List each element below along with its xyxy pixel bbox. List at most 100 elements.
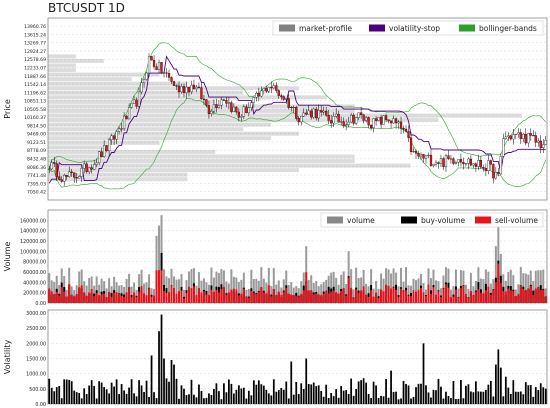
candle-body — [522, 133, 525, 139]
volume-bar — [143, 283, 146, 303]
volatility-bar — [529, 385, 532, 404]
volatility-bar — [427, 392, 430, 404]
candle-body — [524, 133, 527, 144]
volatility-bar — [163, 358, 165, 404]
candle-body — [250, 102, 253, 108]
volatility-bar — [178, 398, 180, 404]
volatility-bar — [477, 391, 480, 404]
sell-volume-bar — [265, 293, 268, 303]
volume-bar — [98, 284, 101, 303]
volume-bar — [472, 286, 475, 303]
volatility-bar — [544, 388, 547, 404]
candle-body — [414, 151, 418, 154]
volatility-bar — [247, 390, 250, 404]
candle-body — [48, 168, 51, 170]
volatility-bar — [387, 397, 390, 404]
candle-body — [402, 128, 405, 130]
sell-volume-bar — [113, 292, 116, 303]
candle-body — [295, 106, 298, 119]
volatility-bar — [200, 390, 203, 404]
sell-volume-bar — [95, 292, 98, 303]
volatility-bar — [489, 380, 492, 404]
candle-body — [419, 154, 423, 157]
candle-body — [73, 172, 76, 178]
volatility-bar — [90, 380, 93, 404]
volatility-bar — [347, 393, 350, 404]
y-tick-label: 10851.13 — [24, 99, 46, 105]
sell-volume-bar — [380, 289, 383, 303]
sell-volume-bar — [397, 297, 400, 303]
candle-body — [93, 164, 96, 170]
sell-volume-bar — [235, 289, 238, 303]
sell-volume-bar — [317, 294, 320, 303]
candle-body — [75, 177, 78, 179]
buy-volume-legend-label: buy-volume — [421, 216, 465, 225]
sell-volume-bar — [88, 292, 91, 303]
volatility-bar — [457, 398, 460, 404]
market-profile-bar — [48, 58, 104, 63]
candle-body — [137, 91, 141, 107]
candle-body — [200, 87, 203, 100]
sell-volume-bar — [55, 292, 58, 303]
y-tick-label: 9123.51 — [27, 140, 46, 146]
volume-bars — [48, 215, 547, 303]
market-profile-bar — [48, 122, 272, 127]
volatility-bar — [103, 387, 106, 404]
candle-body — [225, 100, 228, 104]
candle-body — [527, 133, 530, 144]
candle-body — [90, 167, 93, 170]
volume-bar — [407, 285, 410, 303]
sell-volume-bar — [315, 293, 318, 303]
candle-body — [110, 135, 113, 140]
volume-bar — [544, 288, 547, 303]
sell-volume-bar — [123, 296, 126, 303]
volatility-bar — [524, 382, 527, 404]
market-profile-bar — [48, 77, 132, 82]
volatility-bar — [180, 385, 183, 404]
candle-body — [377, 116, 380, 121]
sell-volume-bar — [155, 270, 158, 303]
volatility-bar — [405, 383, 407, 404]
sell-volume-bar — [442, 288, 445, 303]
volume-bar — [48, 273, 51, 303]
sell-volume-bar — [342, 288, 345, 303]
sell-volume-bar — [145, 295, 148, 303]
sell-volume-bar — [514, 295, 517, 303]
sell-volume-bar — [187, 286, 190, 303]
sell-volume-bar — [267, 285, 270, 303]
candle-body — [262, 88, 265, 92]
candle-body — [70, 171, 73, 173]
volume-bar — [454, 269, 457, 303]
candle-body — [317, 110, 320, 119]
sell-volume-bar — [355, 289, 358, 303]
candle-body — [205, 99, 208, 106]
volatility-bar — [482, 391, 485, 404]
sell-volume-bar — [200, 292, 203, 303]
market-profile-bar — [48, 72, 160, 77]
volume-bar — [469, 272, 472, 303]
candle-body — [115, 131, 118, 140]
candle-body — [132, 99, 136, 104]
volume-bar — [265, 282, 268, 303]
volume-bar — [190, 269, 193, 303]
volatility-bar — [173, 364, 175, 404]
candle-body — [157, 62, 161, 70]
volume-bar — [252, 279, 255, 303]
sell-volume-bar — [250, 290, 253, 303]
sell-volume-bar — [489, 294, 492, 303]
volatility-bar — [270, 395, 273, 404]
volatility-bar — [467, 384, 470, 404]
volatility-bar — [402, 380, 405, 404]
volatility-bar — [522, 394, 525, 404]
sell-volume-bar — [192, 286, 195, 303]
sell-volume-bar — [347, 277, 350, 303]
y-tick-label: 10505.58 — [24, 107, 46, 113]
sell-volume-bar — [437, 291, 440, 303]
candle-body — [63, 175, 66, 182]
volatility-bar — [420, 383, 422, 404]
y-tick-label: 7050.42 — [27, 190, 46, 196]
volatility-bar — [390, 370, 392, 404]
volatility-bar — [442, 398, 445, 404]
sell-volume-bar — [297, 296, 300, 303]
candle-body — [162, 72, 166, 74]
